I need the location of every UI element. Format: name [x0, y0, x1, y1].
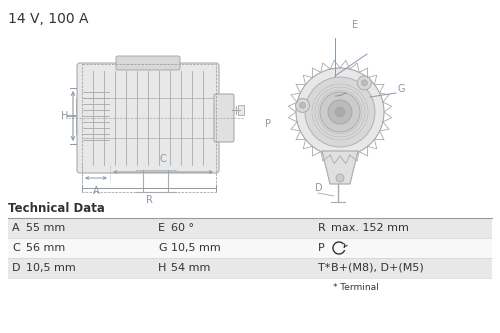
- Circle shape: [305, 77, 375, 147]
- Text: E: E: [158, 223, 165, 233]
- Bar: [82, 88, 110, 144]
- Bar: [8, 258, 492, 278]
- Text: G: G: [158, 243, 166, 253]
- Text: A: A: [12, 223, 20, 233]
- Text: P: P: [318, 243, 325, 253]
- Circle shape: [328, 100, 352, 124]
- FancyBboxPatch shape: [77, 63, 219, 173]
- Text: 14 V, 100 A: 14 V, 100 A: [8, 12, 88, 26]
- Text: 10,5 mm: 10,5 mm: [26, 263, 76, 273]
- Text: C: C: [12, 243, 20, 253]
- Text: 54 mm: 54 mm: [171, 263, 210, 273]
- Text: D: D: [12, 263, 20, 273]
- Bar: [8, 218, 492, 238]
- Circle shape: [300, 103, 306, 109]
- Text: C: C: [160, 154, 166, 164]
- Circle shape: [362, 80, 368, 86]
- Circle shape: [296, 98, 310, 113]
- Text: A: A: [92, 186, 100, 196]
- Circle shape: [335, 107, 345, 117]
- Circle shape: [320, 92, 360, 132]
- Text: P: P: [265, 119, 271, 129]
- Circle shape: [296, 68, 384, 156]
- Text: 10,5 mm: 10,5 mm: [171, 243, 221, 253]
- FancyBboxPatch shape: [116, 56, 180, 70]
- Text: T*: T*: [318, 263, 330, 273]
- Bar: [82, 64, 216, 192]
- Bar: [76, 98, 82, 134]
- Text: Technical Data: Technical Data: [8, 202, 105, 215]
- Text: B+(M8), D+(M5): B+(M8), D+(M5): [331, 263, 424, 273]
- Text: H: H: [158, 263, 166, 273]
- Text: * Terminal: * Terminal: [333, 283, 379, 292]
- Text: D: D: [315, 183, 322, 193]
- Circle shape: [358, 76, 372, 90]
- Circle shape: [336, 174, 344, 182]
- Text: 55 mm: 55 mm: [26, 223, 65, 233]
- Bar: [8, 238, 492, 258]
- Text: max. 152 mm: max. 152 mm: [331, 223, 409, 233]
- Polygon shape: [322, 151, 358, 184]
- Text: E: E: [352, 20, 358, 30]
- Text: R: R: [318, 223, 326, 233]
- Text: H: H: [62, 111, 68, 121]
- Text: R: R: [146, 195, 152, 205]
- Bar: [238, 105, 244, 115]
- Text: 60 °: 60 °: [171, 223, 194, 233]
- FancyBboxPatch shape: [214, 94, 234, 142]
- Text: 56 mm: 56 mm: [26, 243, 65, 253]
- Text: G: G: [398, 84, 406, 94]
